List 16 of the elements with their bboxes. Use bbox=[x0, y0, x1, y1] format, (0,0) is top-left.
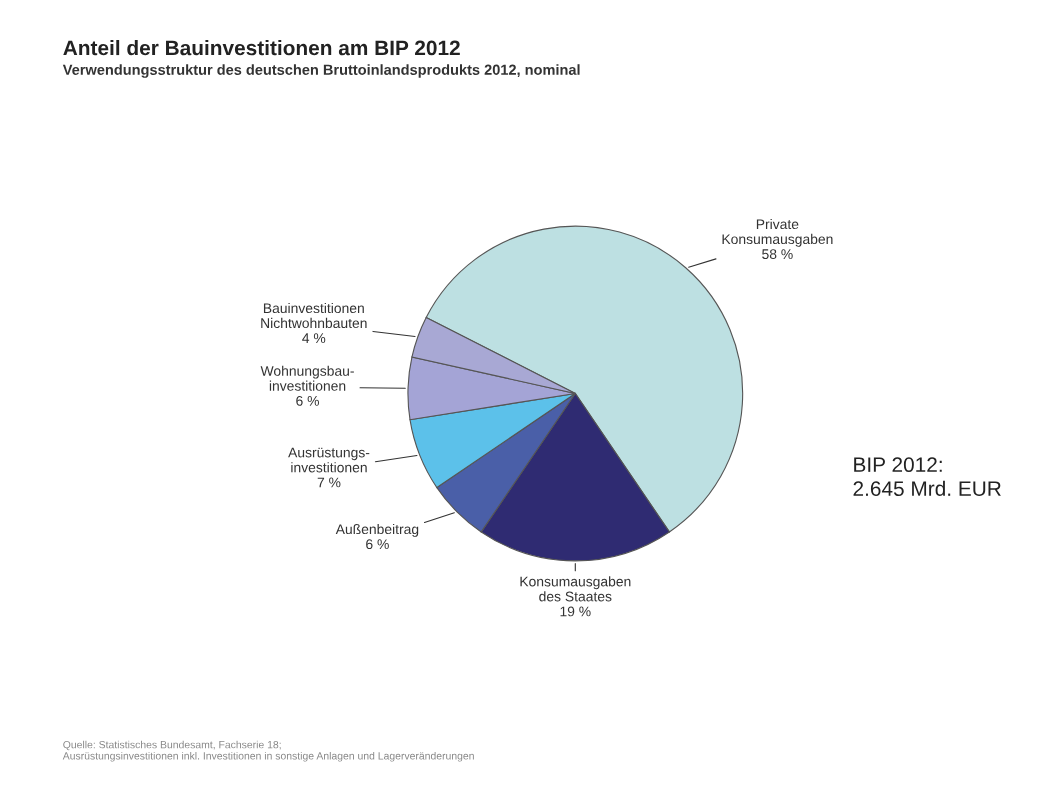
chart-subtitle: Verwendungsstruktur des deutschen Bruttoinlandsprodukts 2012, nominal bbox=[62, 64, 580, 78]
data-label: 58 % bbox=[762, 249, 793, 260]
slice-label: Private Konsumausgaben bbox=[722, 218, 833, 247]
data-label: 4 % bbox=[302, 333, 326, 343]
data-label: 6 % bbox=[366, 539, 389, 550]
source-note: Quelle: Statistisches Bundesamt, Fachserie 18; Ausrüstungsinvestitionen inkl. Investitionen in sonstige Anlagen und Lagerveränderungen bbox=[62, 740, 474, 762]
chart-title: Anteil der Bauinvestitionen am BIP 2012 bbox=[63, 39, 460, 56]
text: BIP 2012: 2.645 Mrd. EUR bbox=[853, 457, 1001, 497]
slice-label: Ausrüstungs- investitionen bbox=[288, 447, 370, 473]
data-label: 7 % bbox=[317, 477, 341, 488]
slice-label: Außenbeitrag bbox=[335, 523, 419, 537]
slice-label: Konsumausgaben des Staates bbox=[520, 576, 631, 602]
data-label: 19 % bbox=[560, 606, 591, 617]
slice-label: Bauinvestitionen Nichtwohnbauten bbox=[261, 302, 367, 329]
slice-label: Wohnungsbau- investitionen bbox=[260, 365, 354, 391]
data-label: 6 % bbox=[296, 395, 319, 406]
